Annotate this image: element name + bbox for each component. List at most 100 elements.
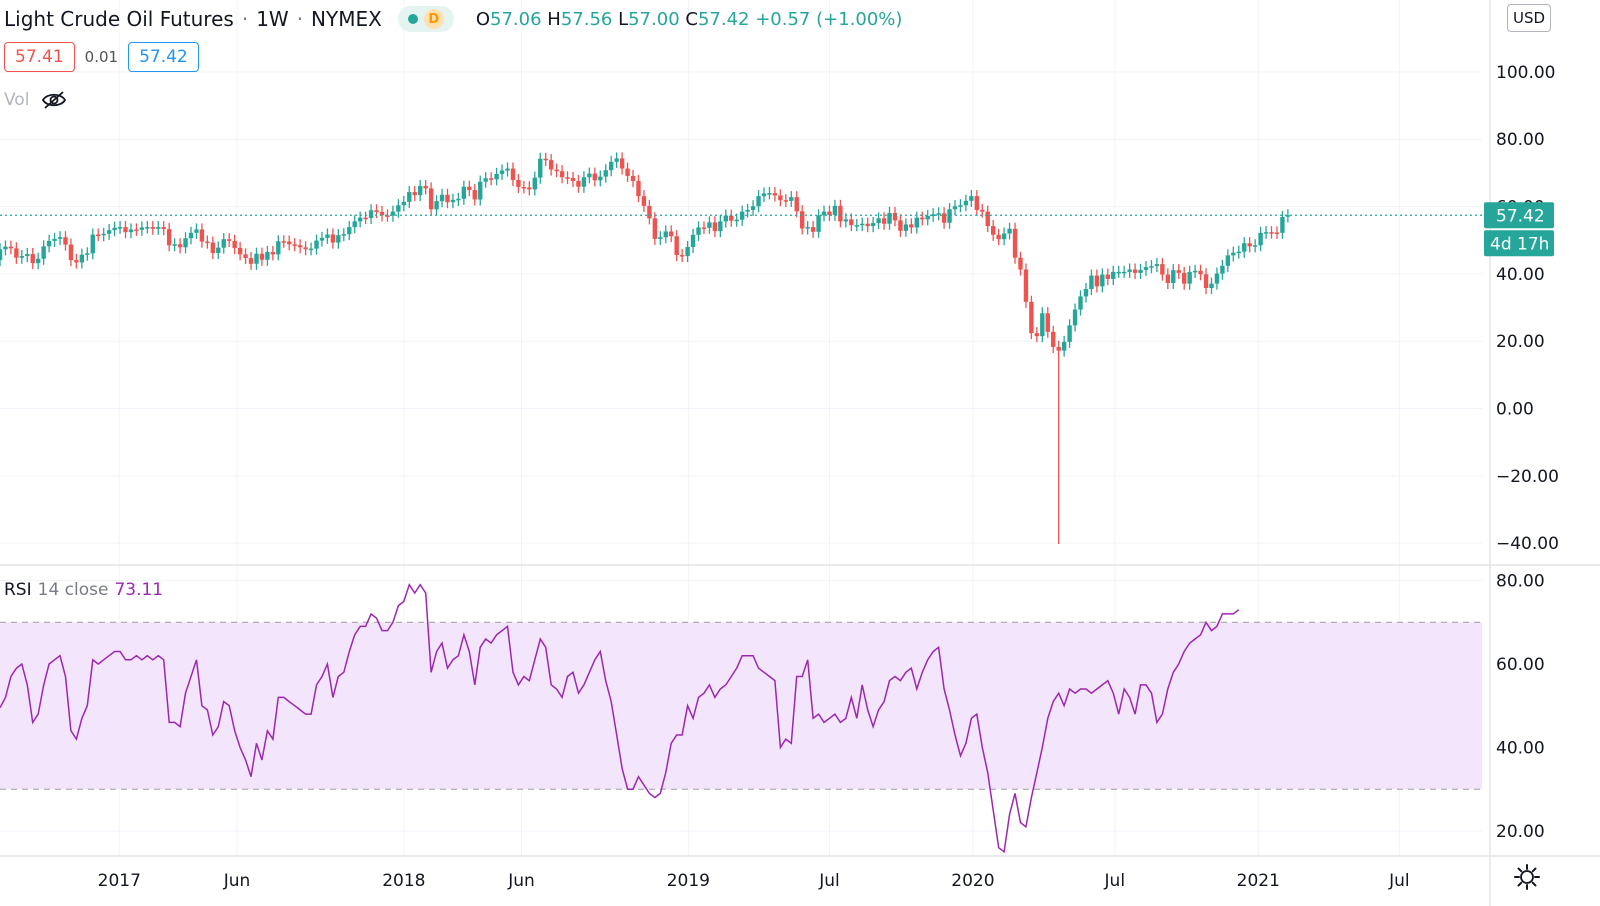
candle-body xyxy=(46,240,52,247)
candle-body xyxy=(805,227,810,229)
rsi-legend[interactable]: RSI 14 close 73.11 xyxy=(4,580,163,600)
x-tick-label: 2020 xyxy=(951,871,994,891)
candle-body xyxy=(876,218,881,224)
candle-body xyxy=(1187,271,1192,284)
spread-value: 0.01 xyxy=(84,48,119,66)
candle-body xyxy=(1209,283,1214,289)
candle-body xyxy=(1181,272,1187,284)
candle-body xyxy=(139,227,145,230)
candle-body xyxy=(319,237,325,241)
rsi-name: RSI xyxy=(4,580,32,600)
candle-body xyxy=(336,235,341,243)
candle-body xyxy=(1220,265,1225,274)
candle-body xyxy=(799,211,805,229)
candle-body xyxy=(63,237,68,245)
candle-body xyxy=(166,229,172,246)
candle-body xyxy=(3,246,8,250)
x-tick-label: 2021 xyxy=(1237,871,1280,891)
candle-body xyxy=(554,169,559,172)
candle-body xyxy=(652,218,658,239)
candle-body xyxy=(821,211,827,216)
candle-body xyxy=(456,198,461,201)
ohlc-change: +0.57 (+1.00%) xyxy=(755,8,903,30)
candle-body xyxy=(352,221,357,228)
symbol-legend[interactable]: Light Crude Oil Futures · 1W · NYMEX D O… xyxy=(4,4,902,34)
candle-body xyxy=(750,206,756,210)
candle-body xyxy=(483,178,488,182)
market-status[interactable]: D xyxy=(397,6,454,32)
rsi-line xyxy=(0,582,1240,854)
candle-body xyxy=(205,241,210,244)
candle-body xyxy=(347,227,352,235)
candle-body xyxy=(870,223,876,227)
legend-separator: · xyxy=(241,7,249,31)
grid-lines xyxy=(0,0,1482,856)
rsi-value: 73.11 xyxy=(114,580,164,600)
candle-body xyxy=(636,180,641,197)
candle-body xyxy=(226,239,232,241)
candle-body xyxy=(903,224,909,231)
symbol-name[interactable]: Light Crude Oil Futures xyxy=(4,7,234,31)
ohlc-close: 57.42 xyxy=(697,8,750,30)
candle-body xyxy=(887,212,892,224)
candle-body xyxy=(516,179,521,188)
interval-label[interactable]: 1W xyxy=(256,7,289,31)
candle-body xyxy=(641,196,647,206)
quote-boxes: 57.41 0.01 57.42 xyxy=(4,42,199,72)
candle-body xyxy=(1138,269,1143,273)
candle-body xyxy=(478,181,483,200)
candle-body xyxy=(499,170,505,174)
rsi-tick-label: 40.00 xyxy=(1496,738,1545,758)
currency-button[interactable]: USD xyxy=(1507,4,1551,32)
candle-body xyxy=(325,234,330,238)
ohlc-high: 57.56 xyxy=(560,8,613,30)
candle-body xyxy=(707,222,712,228)
candle-body xyxy=(199,229,205,242)
candle-body xyxy=(106,230,112,234)
candle-body xyxy=(734,219,739,222)
candle-body xyxy=(1143,267,1149,270)
candle-body xyxy=(439,194,445,202)
candle-body xyxy=(194,229,199,233)
candle-body xyxy=(1007,228,1012,234)
buy-price-button[interactable]: 57.42 xyxy=(128,42,199,72)
candle-body xyxy=(1094,275,1100,287)
candle-body xyxy=(619,158,625,169)
candle-body xyxy=(1192,270,1198,273)
candle-body xyxy=(177,244,183,248)
eye-off-icon[interactable] xyxy=(41,90,67,110)
candle-body xyxy=(854,225,859,227)
sell-price-button[interactable]: 57.41 xyxy=(4,42,75,72)
volume-legend[interactable]: Vol xyxy=(4,90,67,110)
candle-body xyxy=(30,254,35,264)
candle-body xyxy=(745,209,750,212)
candle-body xyxy=(210,242,216,254)
candle-body xyxy=(270,252,276,255)
gear-icon[interactable] xyxy=(1512,862,1542,892)
candle-body xyxy=(472,190,477,200)
candle-body xyxy=(1285,215,1291,217)
x-tick-label: Jul xyxy=(1388,871,1410,891)
candle-body xyxy=(123,227,128,233)
candle-body xyxy=(1225,255,1231,266)
candle-body xyxy=(1051,331,1056,347)
candle-body xyxy=(374,210,379,212)
candle-body xyxy=(488,178,494,180)
candle-body xyxy=(914,217,919,228)
countdown-tag xyxy=(1484,230,1554,257)
candle-body xyxy=(603,170,608,177)
candle-body xyxy=(510,168,516,180)
candle-body xyxy=(145,227,150,229)
x-tick-label: 2018 xyxy=(382,871,425,891)
candle-body xyxy=(1045,313,1050,332)
candle-body xyxy=(1176,270,1181,273)
candle-body xyxy=(407,192,412,202)
candle-body xyxy=(161,227,166,230)
candle-body xyxy=(254,253,259,264)
rsi-band xyxy=(0,621,1482,790)
candle-body xyxy=(183,238,188,248)
candle-body xyxy=(1105,274,1110,279)
candle-body xyxy=(527,187,532,190)
price-tick-label: 80.00 xyxy=(1496,130,1545,150)
